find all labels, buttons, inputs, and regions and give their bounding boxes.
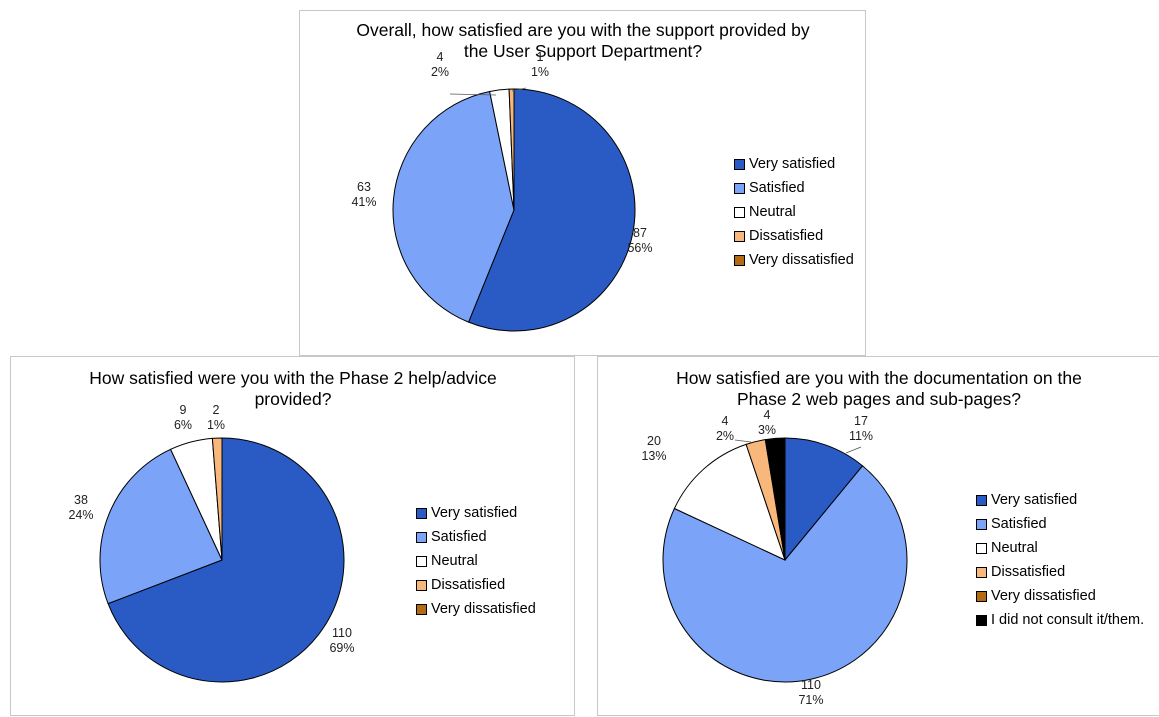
chart-panel-overall-support: Overall, how satisfied are you with the … (299, 10, 866, 356)
legend-label: Very dissatisfied (431, 601, 536, 617)
legend-swatch (416, 579, 427, 591)
legend-item-very-dissatisfied: Very dissatisfied (976, 584, 1144, 608)
pie-slice-very-satisfied (784, 437, 864, 562)
data-label-very-satisfied: 87 56% (627, 226, 652, 255)
chart-panel-phase2-help: How satisfied were you with the Phase 2 … (10, 356, 575, 716)
chart-legend: Very satisfied Satisfied Neutral Dissatisfi… (416, 501, 536, 621)
chart-title: How satisfied were you with the Phase 2 … (89, 368, 497, 409)
data-label-dissatisfied: 1 1% (531, 50, 549, 79)
legend-item-satisfied: Satisfied (416, 525, 536, 549)
legend-swatch (976, 590, 987, 602)
pie-slice-i-did-not-consult-it-them (764, 437, 786, 561)
legend-swatch (976, 518, 987, 530)
chart-panel-phase2-docs: How satisfied are you with the documenta… (597, 356, 1159, 716)
legend-item-i-did-not-consult-it-them: I did not consult it/them. (976, 608, 1144, 632)
data-label-dissatisfied: 2 1% (207, 403, 225, 432)
legend-item-satisfied: Satisfied (734, 176, 854, 200)
data-label-neutral: 4 2% (431, 50, 449, 79)
data-label-dissatisfied: 4 2% (716, 414, 734, 443)
legend-item-dissatisfied: Dissatisfied (976, 560, 1144, 584)
legend-item-very-satisfied: Very satisfied (976, 488, 1144, 512)
legend-label: Dissatisfied (749, 228, 824, 244)
legend-label: I did not consult it/them. (991, 612, 1145, 628)
chart-title: Overall, how satisfied are you with the … (356, 20, 810, 61)
data-label-satisfied: 63 41% (351, 180, 376, 209)
legend-item-very-dissatisfied: Very dissatisfied (734, 248, 854, 272)
legend-swatch (734, 182, 745, 194)
legend-swatch (734, 206, 745, 218)
chart-title: How satisfied are you with the documenta… (676, 368, 1082, 409)
legend-swatch (416, 603, 427, 615)
legend-item-neutral: Neutral (734, 200, 854, 224)
legend-swatch (734, 230, 745, 242)
legend-swatch (734, 254, 745, 266)
legend-label: Dissatisfied (431, 577, 506, 593)
data-label-neutral: 9 6% (174, 403, 192, 432)
legend-item-satisfied: Satisfied (976, 512, 1144, 536)
pie-slice-very-satisfied (467, 88, 636, 332)
legend-label: Neutral (431, 553, 478, 569)
legend-swatch (416, 555, 427, 567)
legend-label: Neutral (991, 540, 1038, 556)
pie-slice-satisfied (662, 465, 908, 683)
legend-item-neutral: Neutral (976, 536, 1144, 560)
legend-swatch (976, 614, 987, 626)
legend-label: Very dissatisfied (749, 252, 854, 268)
leader-line (449, 93, 497, 96)
pie-slice-very-satisfied (107, 437, 345, 683)
legend-item-very-satisfied: Very satisfied (416, 501, 536, 525)
legend-label: Very satisfied (749, 156, 836, 172)
data-label-very-satisfied: 110 69% (329, 626, 354, 655)
pie-chart: 87 56% 63 41% 4 2% 1 1% (351, 50, 653, 332)
leader-line (511, 87, 527, 92)
legend-swatch (976, 566, 987, 578)
data-label-satisfied: 38 24% (68, 493, 93, 522)
legend-label: Neutral (749, 204, 796, 220)
legend-label: Satisfied (749, 180, 805, 196)
legend-swatch (416, 507, 427, 519)
data-label-very-satisfied: 17 11% (849, 414, 873, 443)
legend-swatch (416, 531, 427, 543)
pie-chart: 110 69% 38 24% 9 6% 2 1% (68, 403, 355, 683)
leader-line (734, 439, 752, 443)
pie-slice-satisfied (99, 448, 223, 605)
legend-swatch (976, 542, 987, 554)
legend-item-very-satisfied: Very satisfied (734, 152, 854, 176)
data-label-neutral: 20 13% (641, 434, 666, 463)
chart-legend: Very satisfied Satisfied Neutral Dissatisfi… (976, 488, 1144, 632)
legend-label: Very satisfied (431, 505, 518, 521)
pie-slice-satisfied (392, 90, 515, 323)
chart-legend: Very satisfied Satisfied Neutral Dissatisfi… (734, 152, 854, 272)
pie-slice-dissatisfied (211, 437, 223, 561)
legend-label: Satisfied (431, 529, 487, 545)
legend-swatch (976, 494, 987, 506)
legend-label: Very dissatisfied (991, 588, 1096, 604)
legend-label: Satisfied (991, 516, 1047, 532)
legend-item-dissatisfied: Dissatisfied (416, 573, 536, 597)
data-label-i-did-not-consult-it-them: 4 3% (758, 408, 776, 437)
legend-swatch (734, 158, 745, 170)
legend-label: Very satisfied (991, 492, 1078, 508)
pie-slice-dissatisfied (508, 88, 515, 211)
legend-label: Dissatisfied (991, 564, 1066, 580)
pie-slice-neutral (673, 443, 786, 561)
legend-item-neutral: Neutral (416, 549, 536, 573)
legend-item-very-dissatisfied: Very dissatisfied (416, 597, 536, 621)
pie-chart: 17 11%110 71%20 13%4 2%4 3% (641, 408, 908, 707)
legend-item-dissatisfied: Dissatisfied (734, 224, 854, 248)
leader-line (845, 446, 862, 454)
